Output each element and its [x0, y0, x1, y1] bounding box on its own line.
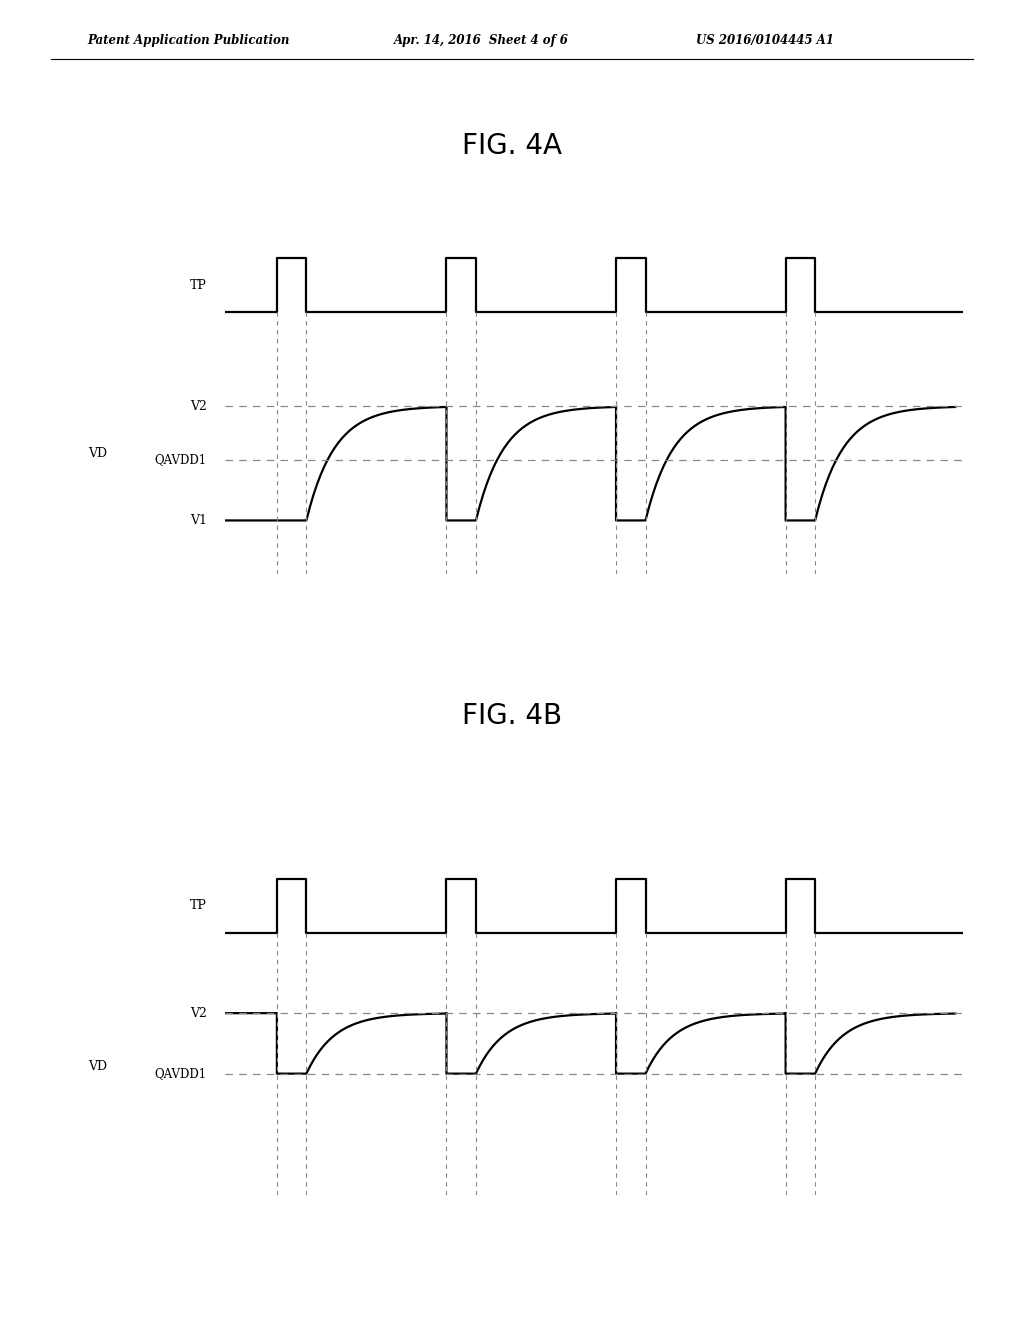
Text: QAVDD1: QAVDD1 [155, 454, 207, 466]
Text: TP: TP [190, 899, 207, 912]
Text: TP: TP [190, 279, 207, 292]
Text: V2: V2 [190, 400, 207, 413]
Text: VD: VD [88, 446, 108, 459]
Text: Patent Application Publication: Patent Application Publication [87, 34, 290, 48]
Text: Apr. 14, 2016  Sheet 4 of 6: Apr. 14, 2016 Sheet 4 of 6 [394, 34, 569, 48]
Text: QAVDD1: QAVDD1 [155, 1067, 207, 1080]
Text: VD: VD [88, 1060, 108, 1073]
Text: FIG. 4A: FIG. 4A [462, 132, 562, 160]
Text: V1: V1 [189, 513, 207, 527]
Text: FIG. 4B: FIG. 4B [462, 702, 562, 730]
Text: V2: V2 [190, 1007, 207, 1019]
Text: US 2016/0104445 A1: US 2016/0104445 A1 [696, 34, 835, 48]
